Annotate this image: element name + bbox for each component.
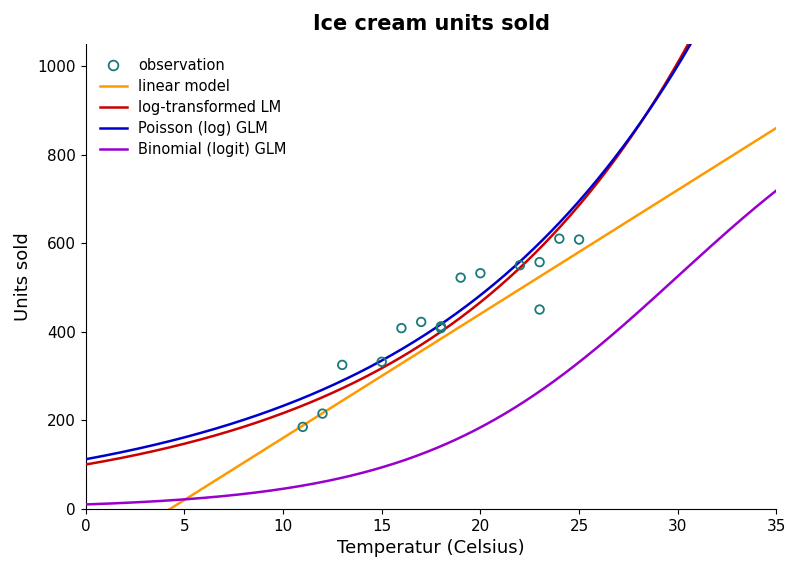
Point [375, 357, 388, 367]
Y-axis label: Units sold: Units sold [14, 232, 32, 321]
Point [336, 360, 349, 369]
Title: Ice cream units sold: Ice cream units sold [313, 14, 550, 34]
Point [533, 305, 546, 314]
Point [316, 409, 329, 418]
Point [434, 324, 447, 333]
Point [553, 234, 566, 243]
X-axis label: Temperatur (Celsius): Temperatur (Celsius) [338, 539, 525, 557]
Point [296, 423, 309, 432]
Point [454, 273, 467, 282]
Point [434, 322, 447, 331]
Point [414, 317, 427, 327]
Point [474, 268, 486, 278]
Point [533, 258, 546, 267]
Point [395, 324, 408, 333]
Point [514, 261, 526, 270]
Point [573, 235, 586, 244]
Legend: observation, linear model, log-transformed LM, Poisson (log) GLM, Binomial (logi: observation, linear model, log-transform… [93, 51, 294, 164]
